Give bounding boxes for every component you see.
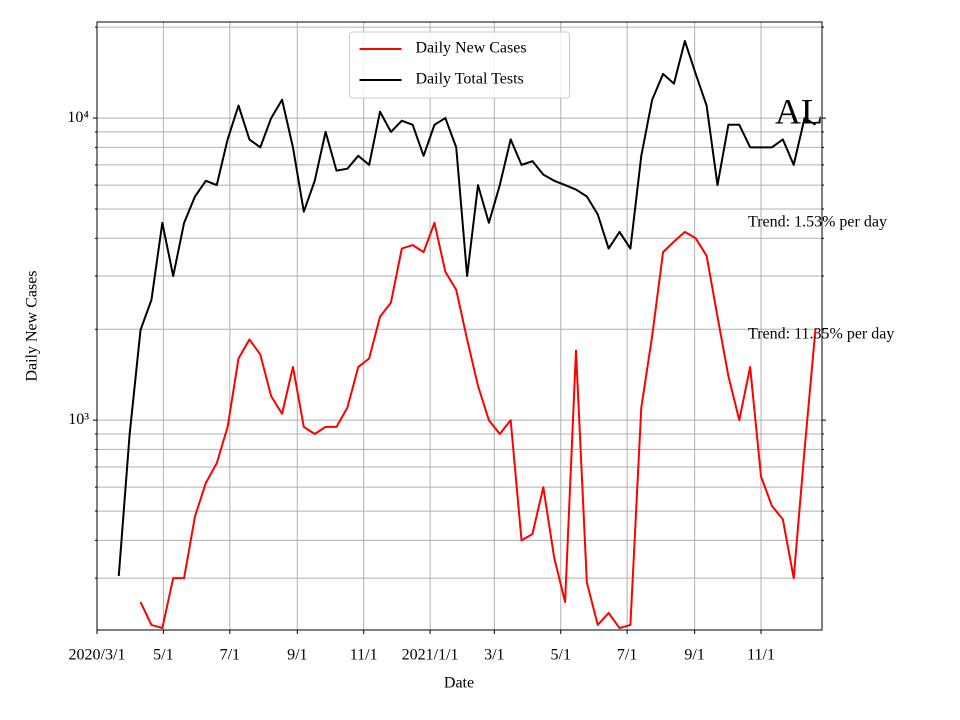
series-line: [139, 221, 817, 630]
legend-label: Daily New Cases: [416, 40, 527, 57]
x-tick-label: 5/1: [153, 647, 173, 664]
x-tick-label: 11/1: [350, 647, 378, 664]
y-tick-label: 10⁴: [67, 109, 89, 126]
legend-box: [349, 31, 570, 99]
x-tick-label: 2021/1/1: [402, 647, 459, 664]
legend: Daily New Cases Daily Total Tests: [349, 31, 570, 99]
y-axis-label: Daily New Cases: [24, 270, 41, 381]
series-line: [117, 39, 816, 577]
grid: [96, 22, 822, 630]
x-tick-label: 7/1: [220, 647, 240, 664]
plot-frame: [96, 21, 823, 631]
x-tick-label: 11/1: [747, 647, 775, 664]
x-tick-label: 9/1: [287, 647, 307, 664]
x-axis-label: Date: [444, 675, 474, 692]
annotation: Trend: 11.35% per day: [748, 326, 894, 343]
x-tick-label: 3/1: [484, 647, 504, 664]
annotation: AL: [775, 91, 823, 131]
y-tick-label: 10³: [68, 411, 89, 428]
annotations: AL Trend: 1.53% per day Trend: 11.35% per …: [748, 91, 894, 342]
x-tick-label: 5/1: [551, 647, 571, 664]
ticks: 10³ 10⁴ 2020/3/1 5/1 7/1 9/1 11/1 2021/1/1 3/1 5/…: [67, 26, 826, 664]
annotation: Trend: 1.53% per day: [748, 214, 887, 231]
x-tick-label: 2020/3/1: [69, 647, 126, 664]
x-tick-label: 9/1: [684, 647, 704, 664]
plot-lines: [117, 39, 817, 630]
legend-label: Daily Total Tests: [416, 71, 524, 88]
x-tick-label: 7/1: [617, 647, 637, 664]
